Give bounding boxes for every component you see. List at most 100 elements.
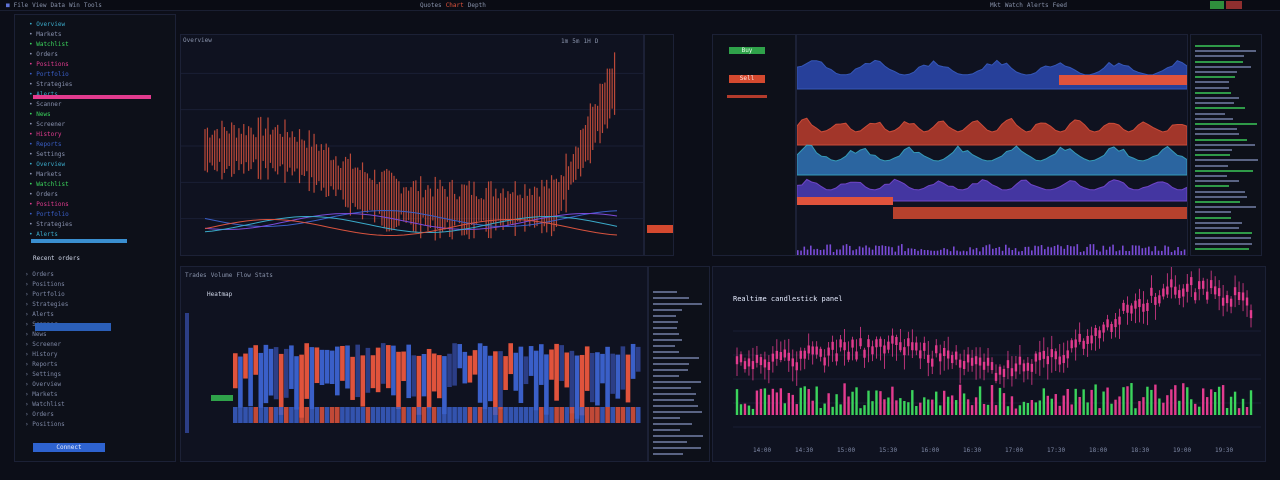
order-book-row[interactable]: [1195, 97, 1239, 99]
heatmap-canvas[interactable]: [181, 267, 647, 461]
order-book-row[interactable]: [1195, 227, 1240, 229]
order-book-row[interactable]: [1195, 65, 1251, 68]
order-book-row[interactable]: [1195, 169, 1254, 172]
sidebar-item[interactable]: • Portfolio: [29, 71, 69, 78]
order-row[interactable]: › Alerts: [25, 311, 54, 318]
sidebar-item[interactable]: • Watchlist: [29, 181, 69, 188]
order-book-row[interactable]: [1195, 195, 1247, 198]
tab-chart[interactable]: Chart: [445, 2, 464, 9]
order-book-row[interactable]: [1195, 149, 1233, 151]
order-book-row[interactable]: [1195, 242, 1253, 245]
order-book-row[interactable]: [1195, 247, 1249, 250]
order-row[interactable]: › Positions: [25, 281, 65, 288]
side-list-row[interactable]: [653, 447, 702, 449]
side-list-row[interactable]: [653, 381, 702, 383]
sell-button[interactable]: Sell: [729, 75, 765, 83]
order-book-row[interactable]: [1195, 133, 1239, 136]
side-list-row[interactable]: [653, 327, 677, 329]
order-book-row[interactable]: [1195, 164, 1228, 167]
menu-item-win[interactable]: Win: [68, 2, 80, 9]
side-list-row[interactable]: [653, 309, 682, 311]
order-row[interactable]: › Screener: [25, 341, 62, 348]
side-list-row[interactable]: [653, 297, 689, 299]
side-list-row[interactable]: [653, 429, 680, 431]
order-row[interactable]: › Overview: [25, 381, 62, 388]
side-list-row[interactable]: [653, 291, 678, 293]
tab-depth[interactable]: Depth: [467, 2, 486, 9]
tab-flow[interactable]: Flow: [236, 272, 251, 279]
timeframe-1m[interactable]: 1m: [561, 38, 569, 45]
order-row[interactable]: › Watchlist: [25, 401, 65, 408]
timeframe-5m[interactable]: 5m: [572, 38, 580, 45]
order-row[interactable]: › Portfolio: [25, 291, 65, 298]
sidebar-item[interactable]: • Watchlist: [29, 41, 69, 48]
sidebar-item[interactable]: • Overview: [29, 161, 66, 168]
order-book-row[interactable]: [1195, 76, 1235, 79]
order-book-row[interactable]: [1195, 107, 1246, 110]
order-book-row[interactable]: [1195, 180, 1240, 183]
order-book-row[interactable]: [1195, 232, 1253, 235]
order-book-row[interactable]: [1195, 117, 1233, 120]
order-book-row[interactable]: [1195, 81, 1230, 84]
order-book-row[interactable]: [1195, 91, 1232, 94]
menu-item-data[interactable]: Data: [50, 2, 65, 9]
sidebar-item[interactable]: • Screener: [29, 121, 66, 128]
order-book-row[interactable]: [1195, 216, 1232, 219]
side-list-row[interactable]: [653, 441, 688, 443]
candlestick-canvas[interactable]: [713, 267, 1265, 461]
order-book-row[interactable]: [1195, 206, 1257, 209]
sidebar-item[interactable]: • Strategies: [29, 221, 73, 228]
order-row[interactable]: › Orders: [25, 411, 54, 418]
order-book-row[interactable]: [1195, 201, 1240, 203]
side-list-row[interactable]: [653, 363, 689, 365]
sidebar-item[interactable]: • History: [29, 131, 62, 138]
order-book-row[interactable]: [1195, 143, 1255, 146]
order-row[interactable]: › Markets: [25, 391, 58, 398]
order-row[interactable]: › Strategies: [25, 301, 69, 308]
side-list-row[interactable]: [653, 387, 691, 389]
order-book-row[interactable]: [1195, 123, 1258, 125]
order-row[interactable]: › News: [25, 331, 47, 338]
side-list-row[interactable]: [653, 399, 695, 401]
order-book-row[interactable]: [1195, 138, 1248, 141]
order-book-row[interactable]: [1195, 211, 1231, 214]
timeframe-1h[interactable]: 1H: [583, 38, 591, 45]
side-list-row[interactable]: [653, 369, 689, 371]
side-list-row[interactable]: [653, 423, 693, 425]
order-book-row[interactable]: [1195, 190, 1245, 193]
tab-alerts[interactable]: Alerts: [1026, 2, 1049, 9]
tab-trades[interactable]: Trades: [185, 272, 207, 279]
side-list-row[interactable]: [653, 453, 683, 455]
order-book-row[interactable]: [1195, 237, 1251, 240]
side-list-row[interactable]: [653, 435, 703, 437]
side-list-row[interactable]: [653, 393, 696, 395]
order-book-row[interactable]: [1195, 128, 1238, 131]
order-book-row[interactable]: [1195, 154, 1230, 157]
sidebar-item[interactable]: • Scanner: [29, 101, 62, 108]
tab-stats[interactable]: Stats: [254, 272, 273, 279]
sidebar-item[interactable]: • Markets: [29, 31, 62, 38]
side-list-row[interactable]: [653, 351, 679, 353]
order-book-row[interactable]: [1195, 159, 1259, 162]
side-list-row[interactable]: [653, 303, 703, 305]
order-book-row[interactable]: [1195, 50, 1256, 53]
menu-item-tools[interactable]: Tools: [83, 2, 102, 9]
side-list-row[interactable]: [653, 333, 679, 335]
sidebar-item[interactable]: • Reports: [29, 141, 62, 148]
order-book-row[interactable]: [1195, 102, 1235, 105]
sidebar-item[interactable]: • News: [29, 111, 51, 118]
side-list-row[interactable]: [653, 405, 698, 407]
order-book-row[interactable]: [1195, 221, 1243, 224]
order-book-row[interactable]: [1195, 45, 1240, 47]
side-list-row[interactable]: [653, 339, 683, 341]
buy-button[interactable]: Buy: [729, 47, 765, 54]
sidebar-item[interactable]: • Strategies: [29, 81, 73, 88]
order-row[interactable]: › Settings: [25, 371, 62, 378]
sidebar-item[interactable]: • Positions: [29, 61, 69, 68]
sidebar-item[interactable]: • Settings: [29, 151, 66, 158]
side-list-row[interactable]: [653, 315, 677, 317]
sidebar-item[interactable]: • Alerts: [29, 91, 58, 98]
sidebar-item[interactable]: • Alerts: [29, 231, 58, 238]
order-book-row[interactable]: [1195, 60, 1243, 63]
side-list-row[interactable]: [653, 357, 699, 359]
